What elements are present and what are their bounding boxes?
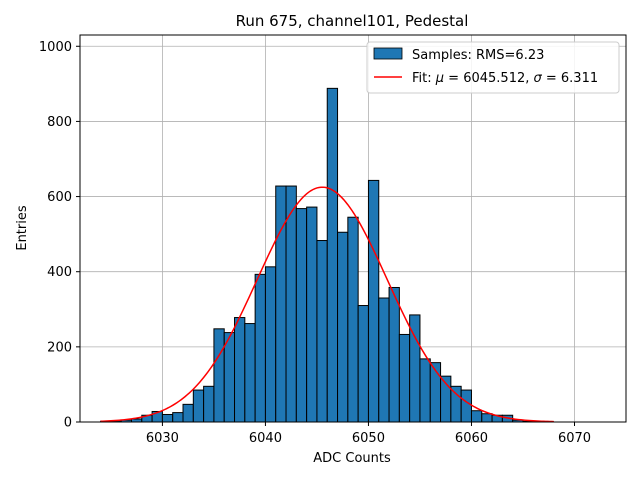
histogram-bar	[234, 317, 246, 423]
histogram-bar	[192, 389, 205, 423]
histogram-bar	[213, 328, 225, 423]
histogram-bar	[203, 385, 215, 423]
histogram-bar	[450, 385, 462, 423]
x-axis-ticks: 6030 6040 6050 6060 6070	[146, 422, 591, 446]
histogram-bar	[285, 185, 297, 423]
x-tick-label: 6060	[455, 431, 488, 446]
x-axis-label: ADC Counts	[313, 451, 391, 466]
histogram-bar	[326, 87, 339, 423]
histogram-bar	[295, 208, 308, 423]
histogram-bar	[398, 333, 411, 423]
x-tick-label: 6040	[249, 431, 282, 446]
histogram-bar	[470, 410, 483, 423]
y-axis-ticks: 0 200 400 600 800 1000	[39, 40, 80, 431]
histogram-bar	[367, 179, 380, 423]
chart-title: Run 675, channel101, Pedestal	[236, 12, 469, 30]
histogram-bar	[419, 358, 431, 423]
histogram-bar	[223, 332, 236, 423]
legend: Samples: RMS=6.23 Fit: μ = 6045.512, σ =…	[366, 41, 620, 94]
histogram-bar	[275, 185, 287, 423]
y-tick-label: 800	[47, 115, 72, 130]
histogram-bar	[161, 413, 174, 423]
histogram-bar	[182, 403, 194, 423]
histogram-bar	[347, 216, 359, 423]
histogram-bar	[481, 413, 493, 423]
histogram-bar	[337, 231, 349, 423]
y-tick-label: 600	[47, 190, 72, 205]
histogram-bar	[264, 266, 277, 423]
plot-frame	[79, 34, 627, 423]
x-tick-label: 6050	[352, 431, 385, 446]
histogram-bar	[357, 305, 369, 423]
histogram-bars	[100, 87, 534, 423]
legend-box	[366, 41, 620, 94]
y-tick-label: 0	[64, 416, 72, 431]
histogram-bar	[316, 240, 328, 423]
legend-swatch-samples	[373, 47, 403, 60]
histogram-bar	[172, 412, 184, 423]
histogram-bar	[460, 389, 472, 423]
histogram-bar	[244, 323, 256, 423]
y-axis-label: Entries	[15, 205, 30, 251]
y-tick-label: 1000	[39, 40, 72, 55]
y-tick-label: 400	[47, 265, 72, 280]
histogram-bar	[378, 297, 390, 423]
x-tick-label: 6030	[146, 431, 179, 446]
legend-label-fit: Fit: μ = 6045.512, σ = 6.311	[412, 71, 598, 86]
histogram-bar	[306, 206, 318, 423]
fit-curve	[100, 186, 554, 423]
histogram-bar	[388, 286, 400, 423]
histogram-bar	[254, 273, 266, 423]
legend-label-samples: Samples: RMS=6.23	[412, 48, 544, 63]
x-tick-label: 6070	[558, 431, 591, 446]
y-tick-label: 200	[47, 340, 72, 355]
